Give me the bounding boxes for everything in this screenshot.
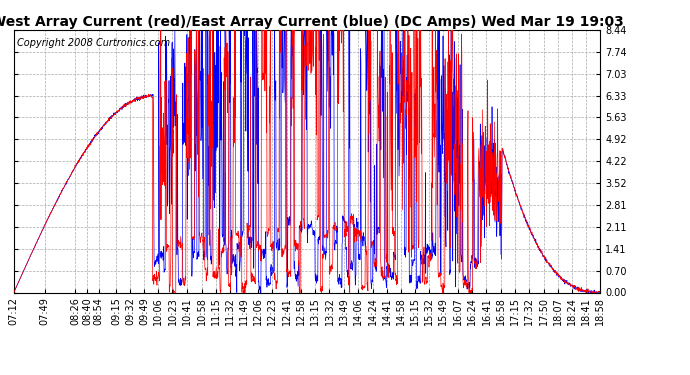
Title: West Array Current (red)/East Array Current (blue) (DC Amps) Wed Mar 19 19:03: West Array Current (red)/East Array Curr…: [0, 15, 624, 29]
Text: Copyright 2008 Curtronics.com: Copyright 2008 Curtronics.com: [17, 38, 170, 48]
